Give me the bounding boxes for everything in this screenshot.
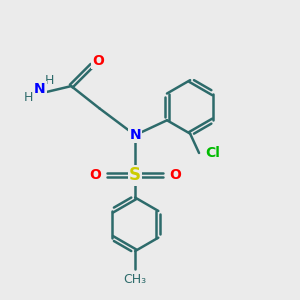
Text: H: H: [44, 74, 54, 87]
Text: Cl: Cl: [205, 146, 220, 160]
Text: CH₃: CH₃: [124, 273, 147, 286]
Text: O: O: [169, 168, 181, 182]
Text: O: O: [92, 54, 104, 68]
Text: O: O: [89, 168, 101, 182]
Text: S: S: [129, 166, 141, 184]
Text: N: N: [129, 128, 141, 142]
Text: N: N: [34, 82, 46, 96]
Text: H: H: [24, 92, 33, 104]
